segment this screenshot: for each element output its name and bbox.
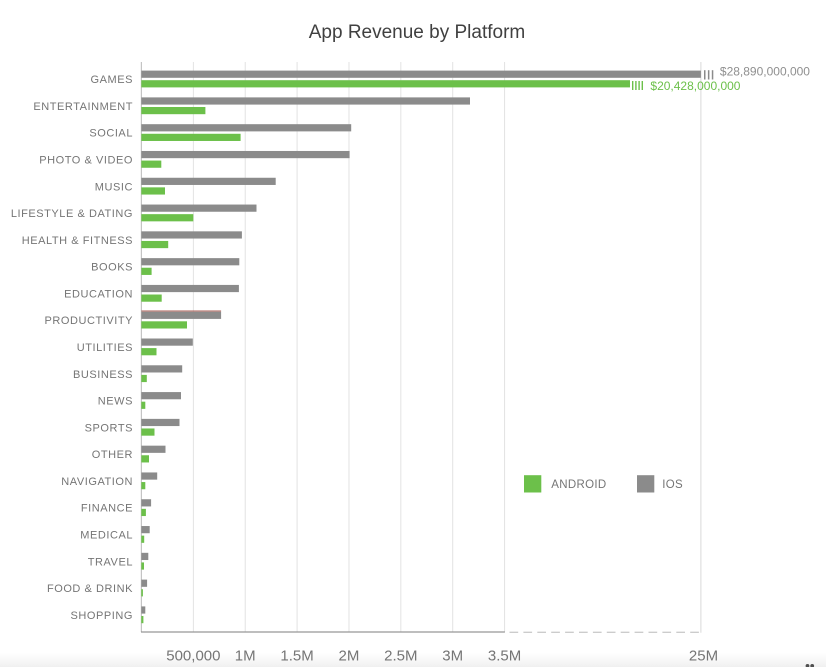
svg-text:EDUCATION: EDUCATION	[64, 288, 133, 300]
svg-text:PRODUCTIVITY: PRODUCTIVITY	[45, 315, 134, 327]
svg-text:ENTERTAINMENT: ENTERTAINMENT	[33, 101, 133, 113]
svg-text:MEDICAL: MEDICAL	[80, 530, 133, 542]
svg-text:2M: 2M	[339, 647, 360, 664]
svg-text:BOOKS: BOOKS	[91, 262, 133, 274]
svg-text:TRAVEL: TRAVEL	[88, 556, 133, 568]
svg-text:25M: 25M	[689, 647, 718, 664]
svg-text:PHOTO & VIDEO: PHOTO & VIDEO	[39, 154, 133, 166]
svg-text:SPORTS: SPORTS	[85, 422, 133, 434]
svg-text:SOCIAL: SOCIAL	[89, 128, 133, 140]
svg-text:NAVIGATION: NAVIGATION	[61, 476, 133, 488]
svg-text:$28,890,000,000: $28,890,000,000	[720, 64, 810, 78]
svg-text:$20,428,000,000: $20,428,000,000	[650, 79, 740, 93]
svg-text:HEALTH & FITNESS: HEALTH & FITNESS	[22, 235, 133, 247]
svg-text:SHOPPING: SHOPPING	[71, 610, 133, 622]
svg-text:1.5M: 1.5M	[280, 647, 313, 664]
svg-text:MUSIC: MUSIC	[95, 181, 133, 193]
svg-text:App Revenue by Platform: App Revenue by Platform	[309, 22, 526, 43]
svg-text:3.5M: 3.5M	[488, 647, 521, 664]
svg-text:ANDROID: ANDROID	[551, 479, 606, 491]
svg-text:GAMES: GAMES	[91, 74, 133, 86]
svg-text:UTILITIES: UTILITIES	[77, 342, 133, 354]
svg-text:2.5M: 2.5M	[384, 647, 417, 664]
svg-text:OTHER: OTHER	[92, 449, 133, 461]
svg-text:1M: 1M	[235, 647, 256, 664]
svg-text:BUSINESS: BUSINESS	[73, 369, 133, 381]
svg-text:IOS: IOS	[662, 479, 683, 491]
svg-text:LIFESTYLE & DATING: LIFESTYLE & DATING	[11, 208, 133, 220]
svg-text:NEWS: NEWS	[98, 396, 133, 408]
svg-text:3M: 3M	[442, 647, 463, 664]
svg-text:FOOD & DRINK: FOOD & DRINK	[47, 583, 133, 595]
svg-text:FINANCE: FINANCE	[81, 503, 133, 515]
svg-text:500,000: 500,000	[166, 647, 220, 664]
